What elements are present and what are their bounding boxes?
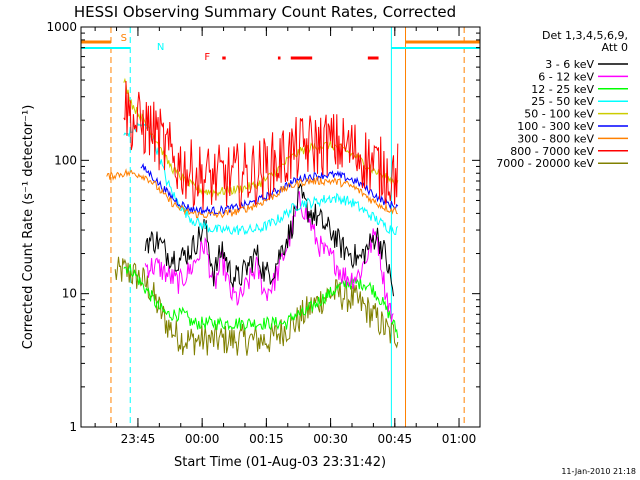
legend-label: 7000 - 20000 keV xyxy=(496,157,594,170)
series-line-6 xyxy=(106,168,398,219)
y-tick-label: 1000 xyxy=(46,20,77,34)
series-line-7 xyxy=(123,80,399,210)
legend-label: 300 - 800 keV xyxy=(517,132,594,145)
y-tick-label: 100 xyxy=(54,153,77,167)
series-line-4 xyxy=(123,77,399,198)
x-tick-label: 00:00 xyxy=(185,432,220,446)
x-axis: 23:45 00:00 00:15 00:30 00:45 01:00 xyxy=(94,27,477,446)
x-tick-label: 00:15 xyxy=(249,432,284,446)
series-line-0 xyxy=(144,183,394,297)
flag-label-s: S xyxy=(121,33,127,44)
y-axis: 1 10 100 1000 xyxy=(46,20,480,434)
x-axis-label: Start Time (01-Aug-03 23:31:42) xyxy=(174,455,386,470)
legend-label: 100 - 300 keV xyxy=(517,120,594,133)
series-line-1 xyxy=(144,191,394,323)
series-line-8 xyxy=(114,256,399,356)
y-tick-label: 10 xyxy=(62,287,77,301)
plot-frame xyxy=(80,26,481,428)
attenuator-label: Att 0 xyxy=(602,41,628,54)
plot-content: S N F xyxy=(81,27,480,427)
flag-label-n: N xyxy=(157,42,164,53)
footer-date: 11-Jan-2010 21:18 xyxy=(561,467,636,476)
y-axis-label: Corrected Count Rate (s⁻¹ detector⁻¹) xyxy=(21,105,36,350)
detector-label: Det 1,3,4,5,6,9, xyxy=(542,29,628,42)
x-tick-label: 00:45 xyxy=(378,432,413,446)
x-tick-label: 23:45 xyxy=(121,432,156,446)
y-tick-label: 1 xyxy=(69,420,77,434)
legend-label: 6 - 12 keV xyxy=(538,70,594,83)
x-tick-label: 00:30 xyxy=(313,432,348,446)
series-line-3 xyxy=(123,121,399,236)
legend-label: 50 - 100 keV xyxy=(524,108,594,121)
legend-label: 3 - 6 keV xyxy=(545,58,594,71)
legend-label: 800 - 7000 keV xyxy=(510,145,594,158)
legend-label: 25 - 50 keV xyxy=(531,95,594,108)
chart-title: HESSI Observing Summary Count Rates, Cor… xyxy=(74,3,456,21)
flag-label-f: F xyxy=(204,52,210,63)
x-tick-label: 01:00 xyxy=(442,432,477,446)
legend-label: 12 - 25 keV xyxy=(531,83,594,96)
